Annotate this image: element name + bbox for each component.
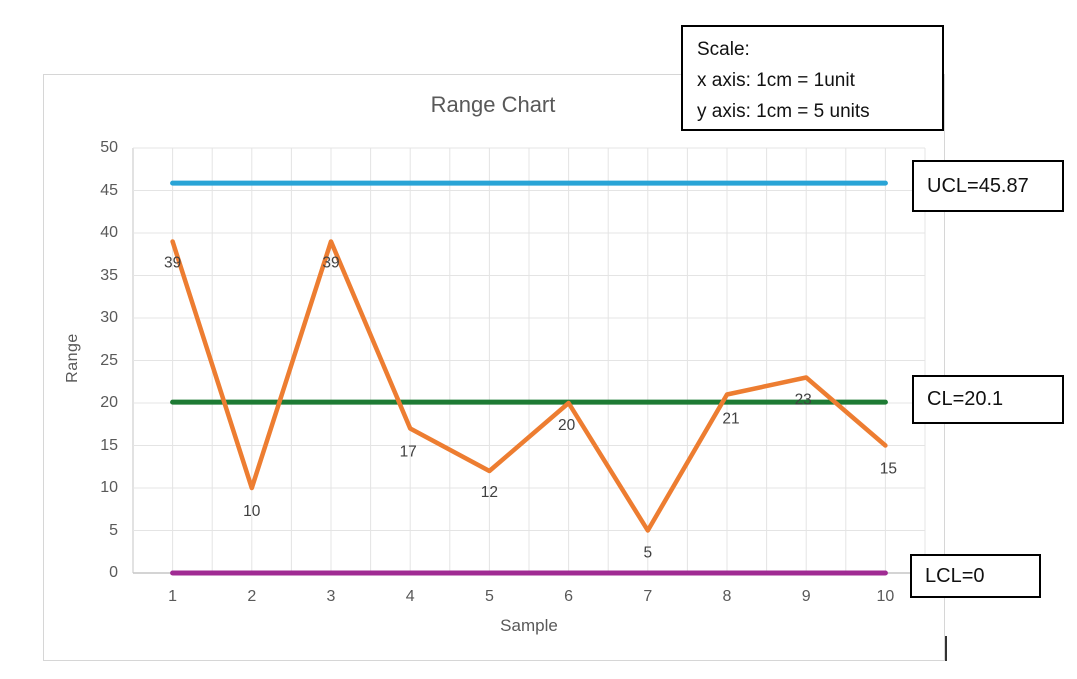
x-tick-label: 2 <box>247 588 257 605</box>
chart-title: Range Chart <box>430 92 556 117</box>
data-point-label: 17 <box>400 444 417 461</box>
y-tick-label: 50 <box>100 139 118 156</box>
y-tick-label: 10 <box>100 479 118 496</box>
y-tick-label: 5 <box>109 521 118 539</box>
scale-line-3: y axis: 1cm = 5 units <box>697 101 870 122</box>
lcl-label-box: LCL=0 <box>910 554 1041 598</box>
cl-label: CL=20.1 <box>927 388 1004 410</box>
data-point-label: 23 <box>795 392 812 409</box>
data-point-label: 39 <box>164 255 181 272</box>
y-tick-label: 15 <box>100 436 118 454</box>
y-tick-label: 35 <box>100 266 118 284</box>
ucl-label: UCL=45.87 <box>927 174 1029 197</box>
y-tick-label: 45 <box>100 181 118 199</box>
x-tick-label: 9 <box>801 588 811 605</box>
chart-panel <box>43 74 945 661</box>
x-tick-label: 1 <box>168 588 178 605</box>
y-tick-label: 0 <box>109 564 118 581</box>
scale-annotation-box: Scale: x axis: 1cm = 1unit y axis: 1cm =… <box>681 25 944 131</box>
x-tick-label: 6 <box>564 588 574 605</box>
data-point-label: 15 <box>880 461 897 478</box>
data-point-label: 10 <box>243 503 261 520</box>
data-point-label: 12 <box>481 484 498 501</box>
x-tick-label: 8 <box>722 588 732 605</box>
x-tick-label: 4 <box>405 588 415 605</box>
y-tick-label: 40 <box>100 224 118 241</box>
x-tick-label: 10 <box>876 588 895 605</box>
y-tick-label: 20 <box>100 394 118 411</box>
window-edge-artifact <box>945 636 947 661</box>
data-point-label: 21 <box>722 411 739 428</box>
x-tick-label: 7 <box>643 588 653 605</box>
scale-line-1: Scale: <box>697 39 750 60</box>
cl-label-box: CL=20.1 <box>912 375 1064 424</box>
y-tick-label: 25 <box>100 351 118 369</box>
x-tick-label: 5 <box>484 588 494 605</box>
x-axis-title: Sample <box>500 616 558 635</box>
lcl-label: LCL=0 <box>925 564 985 587</box>
data-point-label: 20 <box>558 417 576 434</box>
data-point-label: 39 <box>322 255 339 272</box>
x-tick-label: 3 <box>326 588 336 605</box>
scale-line-2: x axis: 1cm = 1unit <box>697 70 855 91</box>
range-series-line <box>170 239 888 533</box>
ucl-label-box: UCL=45.87 <box>912 160 1064 212</box>
data-point-label: 5 <box>643 545 652 562</box>
y-tick-label: 30 <box>100 309 118 326</box>
